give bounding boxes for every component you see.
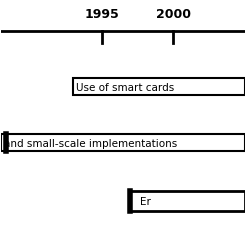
Text: and small-scale implementations: and small-scale implementations bbox=[4, 139, 178, 149]
Bar bbox=[1, 134, 245, 151]
Text: 2000: 2000 bbox=[155, 8, 191, 21]
Bar bbox=[73, 78, 245, 95]
Text: Er: Er bbox=[140, 197, 151, 207]
Bar bbox=[130, 191, 245, 211]
Text: Use of smart cards: Use of smart cards bbox=[76, 83, 174, 93]
Text: 1995: 1995 bbox=[84, 8, 119, 21]
